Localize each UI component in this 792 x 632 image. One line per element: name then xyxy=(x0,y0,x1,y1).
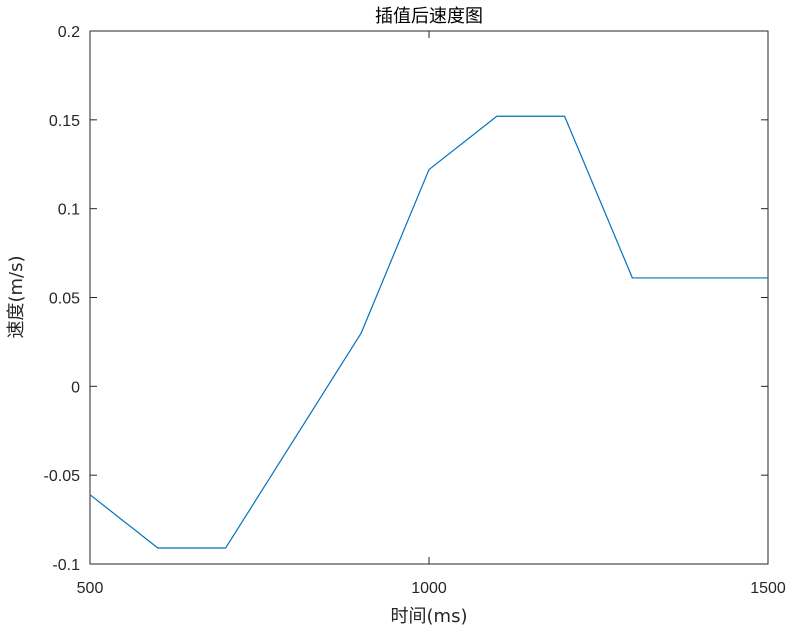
y-axis-label: 速度(m/s) xyxy=(6,255,27,338)
axis-tick-labels: 500 1000 1500 -0.1 -0.05 0 0.05 0.1 0.15 0.2 xyxy=(44,24,786,597)
y-tick-label: 0.2 xyxy=(58,24,80,41)
y-tick-label: -0.1 xyxy=(52,557,80,574)
series-group xyxy=(89,115,768,549)
y-tick-label: -0.05 xyxy=(44,468,81,485)
axis-ticks xyxy=(89,30,769,565)
x-tick-label: 500 xyxy=(77,580,104,597)
chart-title: 插值后速度图 xyxy=(375,6,483,27)
series-line xyxy=(89,115,768,549)
plot-area-frame xyxy=(89,30,769,565)
y-tick-label: 0.15 xyxy=(49,113,80,130)
x-tick-label: 1000 xyxy=(411,580,447,597)
y-tick-label: 0.1 xyxy=(58,202,80,219)
x-axis-label: 时间(ms) xyxy=(391,606,468,627)
x-tick-label: 1500 xyxy=(750,580,786,597)
y-tick-label: 0 xyxy=(71,379,80,396)
y-tick-label: 0.05 xyxy=(49,291,80,308)
